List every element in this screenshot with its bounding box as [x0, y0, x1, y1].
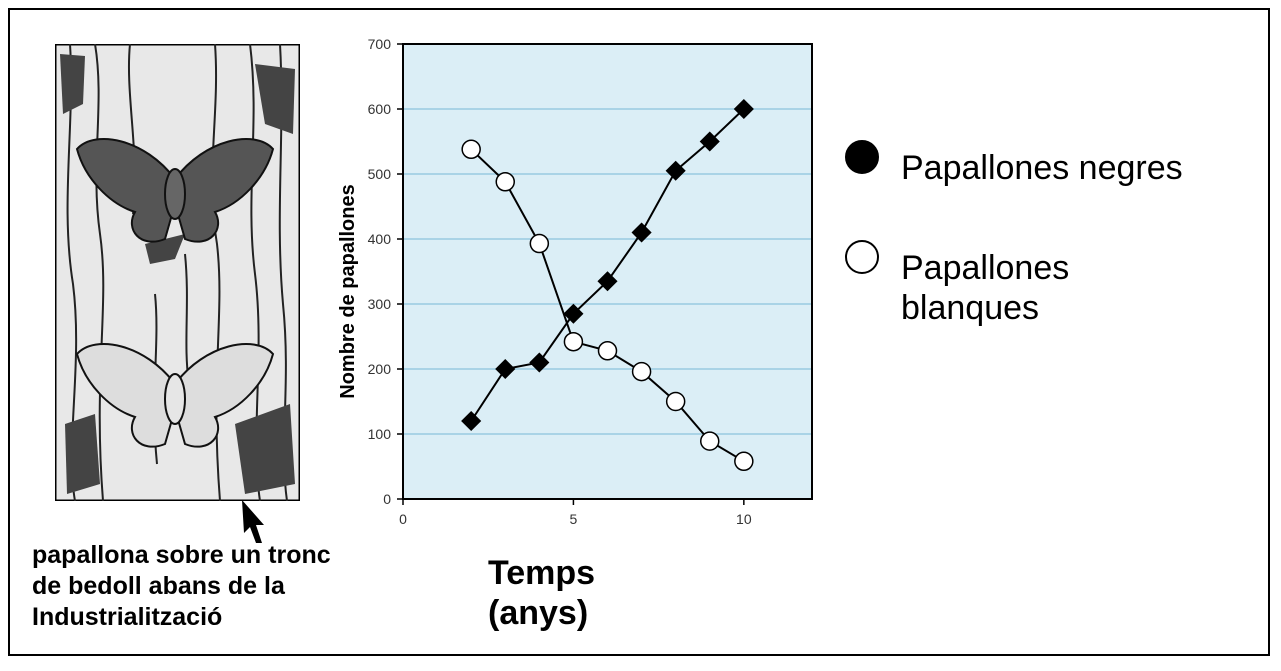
black-moth-point [529, 352, 550, 373]
black-moth-point [495, 358, 516, 380]
white-moth-point [597, 341, 618, 361]
arrow-icon [242, 500, 264, 543]
y-tick-label: 700 [368, 36, 392, 52]
y-tick-label: 300 [368, 296, 392, 312]
filled-circle-icon [845, 140, 879, 174]
black-moth-point [733, 98, 754, 120]
y-tick-label: 500 [368, 166, 392, 182]
black-moth-point [597, 271, 618, 292]
y-tick-label: 200 [368, 361, 392, 377]
white-moth-point [734, 451, 754, 472]
white-moth-point [700, 431, 720, 451]
y-tick-label: 400 [368, 231, 392, 247]
x-tick-label: 5 [570, 511, 578, 527]
white-moth [75, 343, 275, 448]
open-circle-icon [845, 240, 879, 274]
white-moth-point [529, 233, 550, 254]
black-moth-point [665, 160, 686, 181]
illustration-caption: papallona sobre un tronc de bedoll abans… [32, 541, 331, 631]
white-moth-point [461, 139, 481, 160]
x-axis-label: Temps (anys) [488, 554, 596, 632]
black-moth-point [699, 131, 720, 152]
white-moth-point [563, 331, 584, 352]
x-tick-label: 10 [736, 511, 752, 527]
legend-black-moths: Papallones negres [845, 140, 1183, 188]
legend-white-label: Papallones blanques [901, 249, 1070, 327]
black-moth [75, 138, 275, 243]
moth-on-birch-illustration [55, 44, 300, 501]
legend-white-moths: Papallones blanques [845, 240, 1101, 328]
x-tick-label: 0 [399, 511, 407, 527]
white-moth-point [665, 391, 686, 412]
y-tick-label: 600 [368, 101, 392, 117]
legend-black-label: Papallones negres [901, 149, 1183, 187]
y-tick-label: 100 [368, 426, 392, 442]
white-moth-point [495, 172, 515, 192]
figure-frame [8, 8, 1270, 656]
black-moth-point [563, 303, 584, 324]
y-axis-label: Nombre de papallones [337, 184, 359, 399]
black-moth-point [461, 410, 482, 432]
black-moth-point [631, 222, 652, 243]
white-moth-point [631, 361, 652, 382]
plot-border [402, 43, 813, 500]
y-tick-label: 0 [383, 491, 391, 507]
